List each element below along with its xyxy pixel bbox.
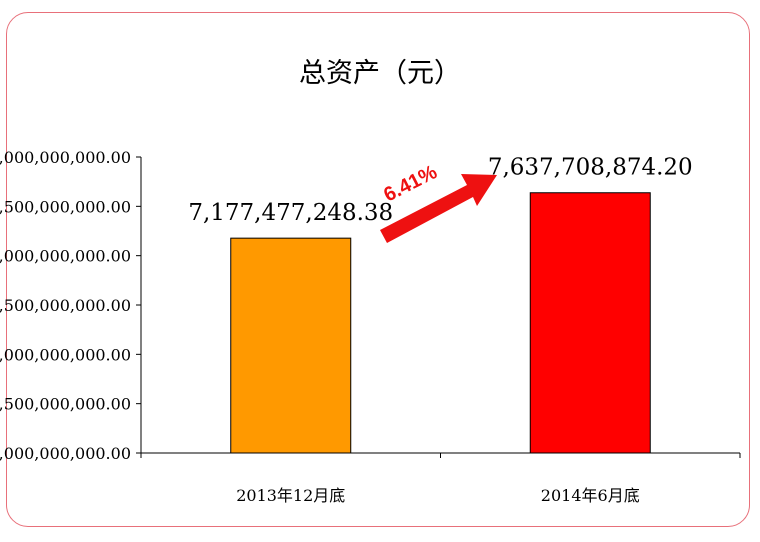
y-tick-label: 6,500,000,000.00: [0, 296, 131, 315]
bar: [230, 237, 352, 454]
y-tick-label: 8,000,000,000.00: [0, 148, 131, 167]
x-tick-label: 2014年6月底: [541, 486, 640, 505]
bar: [529, 192, 651, 454]
y-tick-label: 7,500,000,000.00: [0, 197, 131, 216]
growth-annotation: 6.41%: [380, 161, 497, 243]
x-axis: 2013年12月底 2014年6月底: [140, 452, 741, 505]
bar-value-label: 7,177,477,248.38: [188, 200, 393, 226]
growth-arrow-icon: [380, 174, 497, 243]
bars: 7,177,477,248.38 7,637,708,874.20: [188, 155, 693, 454]
y-tick-label: 6,000,000,000.00: [0, 345, 131, 364]
y-tick-label: 7,000,000,000.00: [0, 247, 131, 266]
y-axis: 5,000,000,000.00 5,500,000,000.00 6,000,00…: [0, 148, 142, 463]
x-tick-label: 2013年12月底: [236, 486, 345, 505]
y-tick-label: 5,000,000,000.00: [0, 444, 131, 463]
bar-value-label: 7,637,708,874.20: [488, 155, 693, 181]
y-tick-label: 5,500,000,000.00: [0, 395, 131, 414]
chart-title: 总资产（元）: [299, 58, 461, 89]
growth-label: 6.41%: [380, 161, 441, 206]
